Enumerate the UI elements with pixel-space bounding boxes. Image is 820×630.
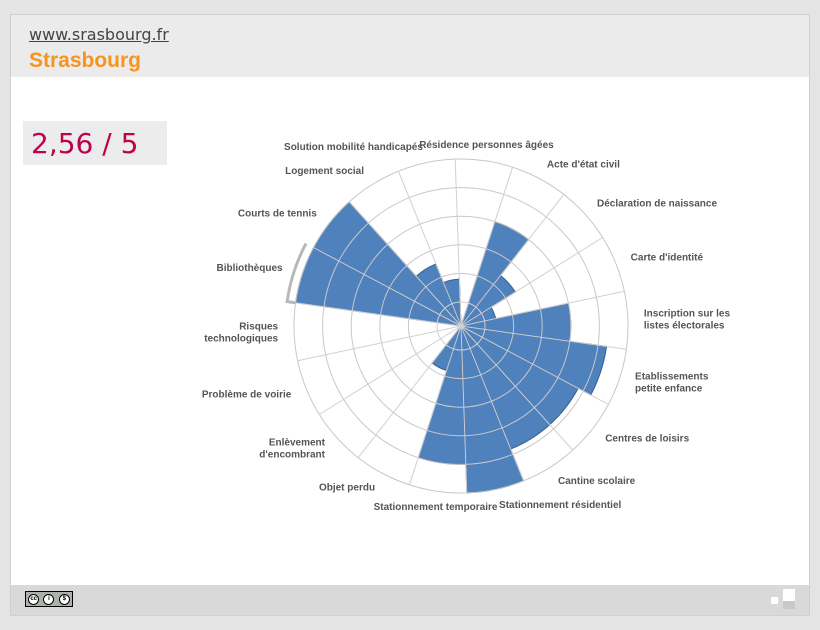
sector-outline-14 — [285, 242, 308, 305]
grid-spoke-16 — [348, 201, 462, 327]
corner-square-large — [783, 589, 795, 601]
cc-icon: cc — [28, 593, 40, 605]
grid-spoke-1 — [460, 167, 514, 327]
grid-spoke-8 — [460, 325, 525, 482]
category-label-9: Stationnement temporaire — [374, 502, 498, 513]
city-title: Strasbourg — [29, 49, 142, 72]
corner-square-gray — [783, 601, 795, 609]
grid-spoke-15 — [313, 247, 462, 327]
nc-icon: $ — [58, 593, 70, 605]
grid-spoke-9 — [460, 325, 468, 493]
score-box: 2,56 / 5 — [23, 121, 167, 165]
site-link[interactable]: www.srasbourg.fr — [29, 25, 169, 44]
grid-spoke-14 — [295, 302, 462, 327]
category-label-2: Déclaration de naissance — [597, 199, 717, 210]
sector-9 — [417, 325, 467, 465]
category-label-15: Courts de tennis — [238, 208, 317, 219]
slide-footer: cc i $ — [11, 585, 809, 615]
grid-ring-2 — [350, 215, 572, 437]
score-value: 2,56 / 5 — [31, 127, 139, 160]
grid-spoke-11 — [357, 325, 462, 458]
category-label-12: Problème de voirie — [202, 390, 292, 401]
grid-ring-4 — [293, 158, 629, 494]
category-label-13: Risques technologiques — [204, 321, 278, 344]
grid-spoke-0 — [454, 159, 462, 327]
grid-spoke-7 — [460, 325, 574, 451]
grid-spoke-4 — [460, 290, 625, 327]
corner-square-small — [771, 597, 778, 604]
chart-sectors — [295, 201, 608, 494]
category-label-1: Acte d'état civil — [547, 159, 620, 170]
category-label-7: Cantine scolaire — [558, 476, 636, 487]
category-label-10: Objet perdu — [319, 483, 375, 494]
slide-header: www.srasbourg.fr Strasbourg — [11, 15, 809, 77]
category-label-17: Solution mobilité handicapés — [284, 142, 423, 153]
chart-labels: Résidence personnes âgées Acte d'état civ… — [202, 140, 731, 513]
polar-area-chart: Résidence personnes âgées Acte d'état civ… — [202, 140, 731, 513]
category-label-6: Centres de loisirs — [605, 434, 689, 445]
category-label-3: Carte d'identité — [631, 252, 704, 263]
grid-spoke-17 — [397, 170, 462, 327]
chart-outline — [285, 242, 308, 305]
grid-ring-3 — [322, 187, 600, 465]
grid-hub — [436, 301, 486, 351]
category-label-16: Logement social — [285, 166, 364, 177]
category-label-11: Enlèvement d'encombrant — [259, 437, 325, 460]
sector-1 — [460, 220, 530, 327]
slide: www.srasbourg.fr Strasbourg 2,56 / 5 Rés… — [10, 14, 810, 616]
grid-spoke-3 — [460, 237, 603, 327]
cc-by-nc-icon: cc i $ — [25, 591, 73, 607]
category-label-0: Résidence personnes âgées — [419, 140, 554, 151]
grid-spoke-5 — [460, 325, 627, 350]
grid-spoke-12 — [319, 325, 462, 415]
category-label-4: Inscription sur les listes électorales — [644, 309, 731, 332]
grid-spoke-13 — [297, 325, 462, 362]
grid-ring-0 — [407, 272, 515, 380]
category-label-5: Etablissements petite enfance — [635, 372, 709, 395]
grid-ring-1 — [379, 244, 543, 408]
by-icon: i — [43, 593, 55, 605]
chart-grid — [293, 158, 629, 494]
category-label-14: Bibliothèques — [216, 263, 283, 274]
grid-spoke-6 — [460, 325, 609, 405]
grid-spoke-10 — [408, 325, 462, 485]
category-label-8: Stationnement résidentiel — [499, 500, 621, 511]
grid-spoke-2 — [460, 194, 565, 327]
